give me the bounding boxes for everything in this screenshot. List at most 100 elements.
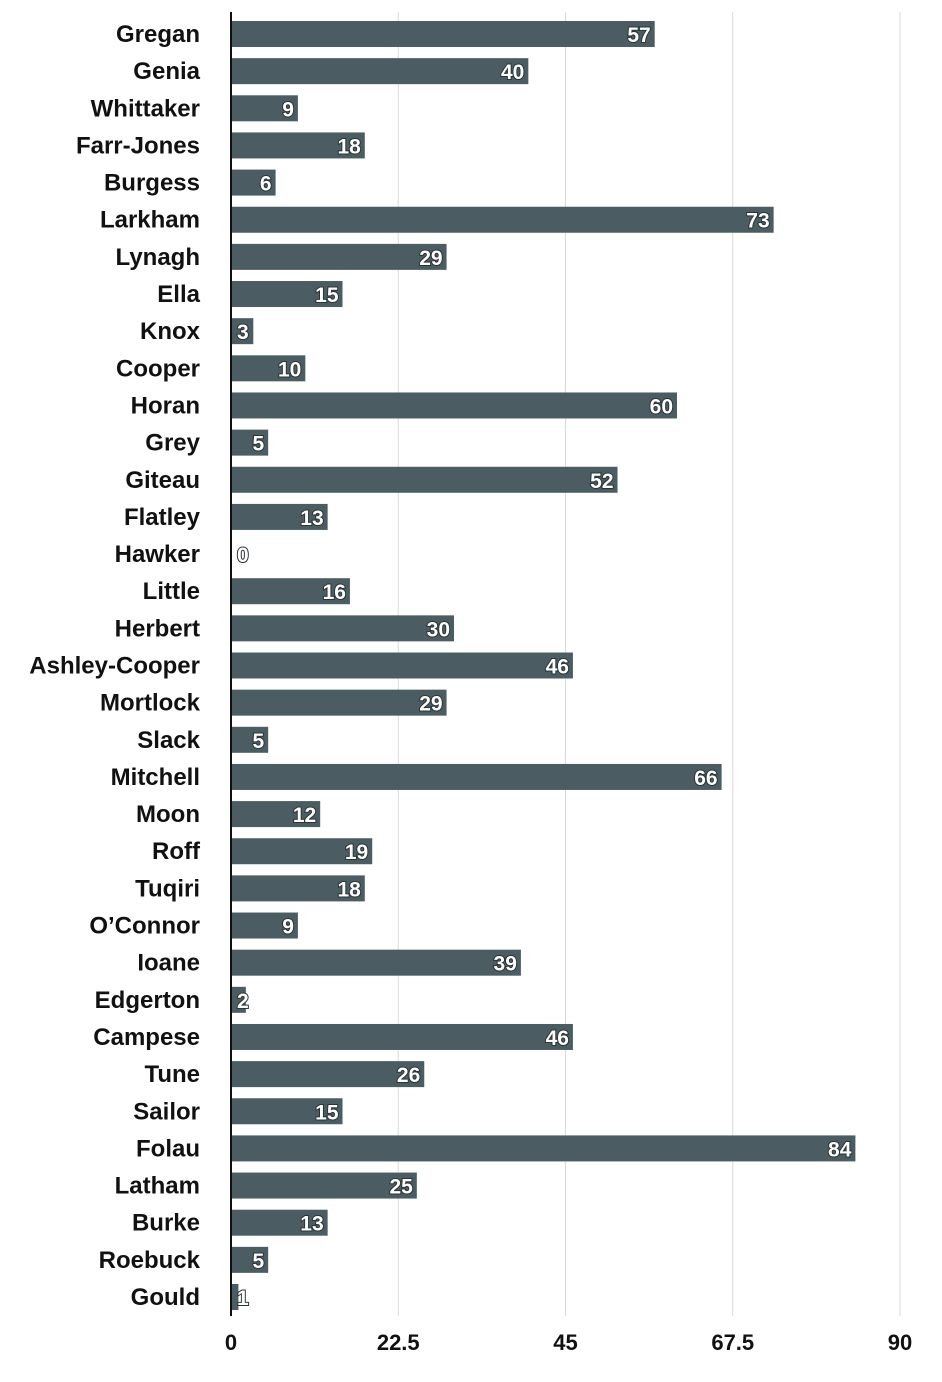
category-label: Moon xyxy=(136,801,200,828)
data-label: 73 xyxy=(746,210,769,233)
category-label: Knox xyxy=(140,318,201,345)
bars-layer: 5740918673291531060552130163046295661219… xyxy=(231,21,856,1311)
x-tick-label: 45 xyxy=(553,1330,577,1355)
bar xyxy=(231,1172,417,1199)
data-label: 26 xyxy=(397,1064,420,1087)
category-label: Roff xyxy=(152,838,201,865)
category-label: Giteau xyxy=(125,467,200,494)
category-label: Lynagh xyxy=(116,244,200,271)
x-axis-ticks: 0 22.5 45 67.5 90 xyxy=(225,1330,912,1355)
bar xyxy=(231,1098,343,1125)
bar xyxy=(231,21,655,47)
category-label: Burgess xyxy=(104,170,200,197)
data-label: 39 xyxy=(494,953,517,976)
bar xyxy=(231,838,373,865)
data-label: 6 xyxy=(260,173,272,196)
category-label: Whittaker xyxy=(91,95,200,122)
x-tick-label: 67.5 xyxy=(711,1330,754,1355)
category-label: Burke xyxy=(132,1210,200,1237)
category-label: Tune xyxy=(144,1061,200,1088)
bar xyxy=(231,689,447,716)
category-label: Hawker xyxy=(115,541,200,568)
bar xyxy=(231,429,269,456)
data-label: 5 xyxy=(252,730,264,753)
data-label: 0 xyxy=(237,544,249,567)
category-label: Campese xyxy=(93,1024,200,1051)
bar xyxy=(231,1284,239,1310)
data-label: 16 xyxy=(323,581,346,604)
data-label: 66 xyxy=(694,767,717,790)
data-label: 18 xyxy=(337,135,361,158)
bar xyxy=(231,652,573,679)
bar xyxy=(231,615,454,642)
bar xyxy=(231,318,254,345)
category-label: Ioane xyxy=(137,950,200,977)
category-label: Herbert xyxy=(115,615,200,642)
category-labels: Gregan Genia Whittaker Farr-Jones Burgess Lar… xyxy=(29,21,201,1311)
data-label: 29 xyxy=(419,693,442,716)
category-label: Mortlock xyxy=(100,690,201,717)
bar xyxy=(231,1209,328,1236)
data-label: 46 xyxy=(546,1027,569,1050)
bar xyxy=(231,912,298,939)
bar xyxy=(231,243,447,270)
x-tick-label: 22.5 xyxy=(377,1330,420,1355)
category-label: Grey xyxy=(145,430,200,457)
bar xyxy=(231,986,246,1013)
data-label: 84 xyxy=(828,1138,852,1161)
bar xyxy=(231,58,529,85)
data-label: 10 xyxy=(278,358,301,381)
bar xyxy=(231,503,328,530)
bar xyxy=(231,95,298,122)
data-label: 15 xyxy=(315,1101,339,1124)
category-label: Genia xyxy=(133,58,200,85)
bar xyxy=(231,206,774,233)
data-label: 13 xyxy=(300,1213,323,1236)
category-label: Ashley-Cooper xyxy=(29,653,200,680)
bar xyxy=(231,875,365,902)
bar xyxy=(231,392,677,419)
category-label: Sailor xyxy=(133,1098,200,1125)
data-label: 1 xyxy=(237,1287,249,1310)
data-label: 25 xyxy=(389,1176,413,1199)
category-label: Flatley xyxy=(124,504,201,531)
data-label: 9 xyxy=(282,98,294,121)
data-label: 60 xyxy=(650,395,673,418)
data-label: 12 xyxy=(293,804,316,827)
bar xyxy=(231,578,350,605)
bar xyxy=(231,763,722,790)
data-label: 15 xyxy=(315,284,339,307)
category-label: Gregan xyxy=(116,21,200,48)
bar xyxy=(231,1023,573,1050)
category-label: Slack xyxy=(137,727,200,754)
data-label: 2 xyxy=(237,990,249,1013)
category-label: Roebuck xyxy=(99,1247,201,1274)
category-label: Ella xyxy=(157,281,200,308)
category-label: Larkham xyxy=(100,207,200,234)
bar xyxy=(231,1246,269,1273)
data-label: 30 xyxy=(427,618,450,641)
bar xyxy=(231,1061,425,1088)
data-label: 40 xyxy=(501,61,524,84)
bar xyxy=(231,281,343,308)
data-label: 57 xyxy=(627,24,650,47)
bar xyxy=(231,1135,856,1162)
category-label: Folau xyxy=(136,1135,200,1162)
category-label: Horan xyxy=(131,392,200,419)
data-label: 9 xyxy=(282,916,294,939)
data-label: 18 xyxy=(337,878,361,901)
bar xyxy=(231,949,521,976)
category-label: Cooper xyxy=(116,355,200,382)
data-label: 3 xyxy=(237,321,249,344)
bar xyxy=(231,726,269,753)
category-label: Gould xyxy=(131,1284,200,1311)
data-label: 19 xyxy=(345,841,368,864)
category-label: Farr-Jones xyxy=(76,132,200,159)
data-label: 46 xyxy=(546,656,569,679)
bar xyxy=(231,132,365,159)
bar xyxy=(231,801,321,828)
category-label: Latham xyxy=(115,1173,200,1200)
data-label: 29 xyxy=(419,247,442,270)
